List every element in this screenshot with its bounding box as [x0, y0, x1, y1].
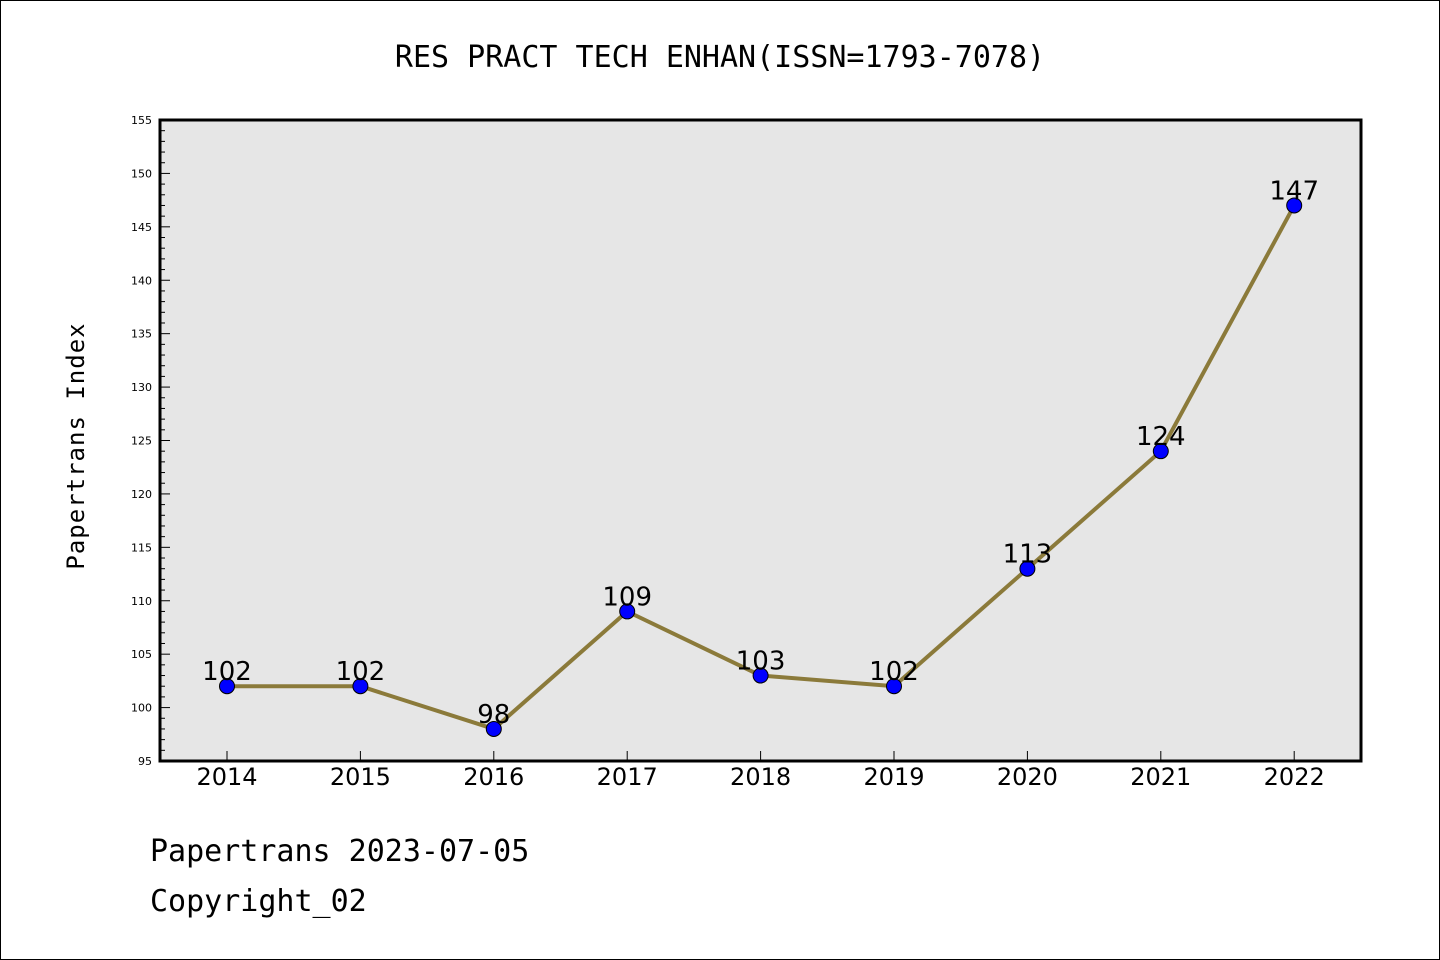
chart-title: RES PRACT TECH ENHAN(ISSN=1793-7078)	[395, 40, 1045, 75]
y-tick-label: 105	[131, 648, 152, 661]
data-point	[1286, 197, 1303, 214]
footer-copyright-text: Copyright_02	[150, 884, 367, 919]
data-point	[752, 667, 769, 684]
y-tick-label: 115	[131, 541, 152, 554]
y-tick-label: 140	[131, 274, 152, 287]
y-tick-label: 155	[131, 114, 152, 127]
data-label: 102	[336, 657, 386, 687]
data-point	[1019, 560, 1036, 577]
data-point	[886, 678, 902, 695]
data-points	[219, 197, 1303, 737]
plot-border	[158, 118, 1363, 763]
y-tick-label: 150	[131, 167, 152, 180]
data-point	[219, 678, 235, 695]
x-axis-ticks: 2014 2015 2016 2017 2018 2019 2020 2021 2022	[196, 751, 1325, 791]
y-tick-label: 110	[131, 595, 152, 608]
x-tick-label: 2016	[463, 763, 524, 791]
x-tick-label: 2021	[1130, 763, 1191, 791]
y-tick-label: 135	[131, 328, 152, 341]
y-axis-ticks: 95 100 105 110 115 120 125 130 135 140 145 150 155	[131, 114, 170, 768]
x-tick-label: 2015	[330, 763, 391, 791]
data-label: 147	[1269, 176, 1319, 206]
data-point	[485, 720, 502, 737]
x-tick-label: 2018	[730, 763, 791, 791]
y-tick-label: 95	[138, 755, 152, 768]
footer-date-text: Papertrans 2023-07-05	[150, 834, 530, 869]
data-label: 98	[477, 700, 510, 730]
y-tick-label: 145	[131, 221, 152, 234]
data-label: 102	[869, 657, 919, 687]
x-tick-label: 2017	[597, 763, 658, 791]
y-tick-label: 120	[131, 488, 152, 501]
x-tick-label: 2020	[997, 763, 1058, 791]
data-label: 102	[202, 657, 252, 687]
data-label: 109	[602, 582, 652, 612]
data-point	[619, 603, 636, 620]
y-tick-label: 125	[131, 435, 152, 448]
data-labels: 102 102 98 109 103 102 113 124 147	[202, 176, 1319, 729]
data-label: 113	[1003, 540, 1053, 570]
y-tick-label: 100	[131, 702, 152, 715]
data-point	[352, 678, 369, 695]
y-axis-label: Papertrans Index	[62, 322, 90, 569]
y-tick-label: 130	[131, 381, 152, 394]
x-tick-label: 2022	[1264, 763, 1325, 791]
data-label: 124	[1136, 422, 1186, 452]
plot-area	[160, 120, 1361, 761]
data-point	[1152, 443, 1169, 460]
x-tick-label: 2019	[863, 763, 924, 791]
x-tick-label: 2014	[196, 763, 257, 791]
data-label: 103	[736, 647, 786, 677]
